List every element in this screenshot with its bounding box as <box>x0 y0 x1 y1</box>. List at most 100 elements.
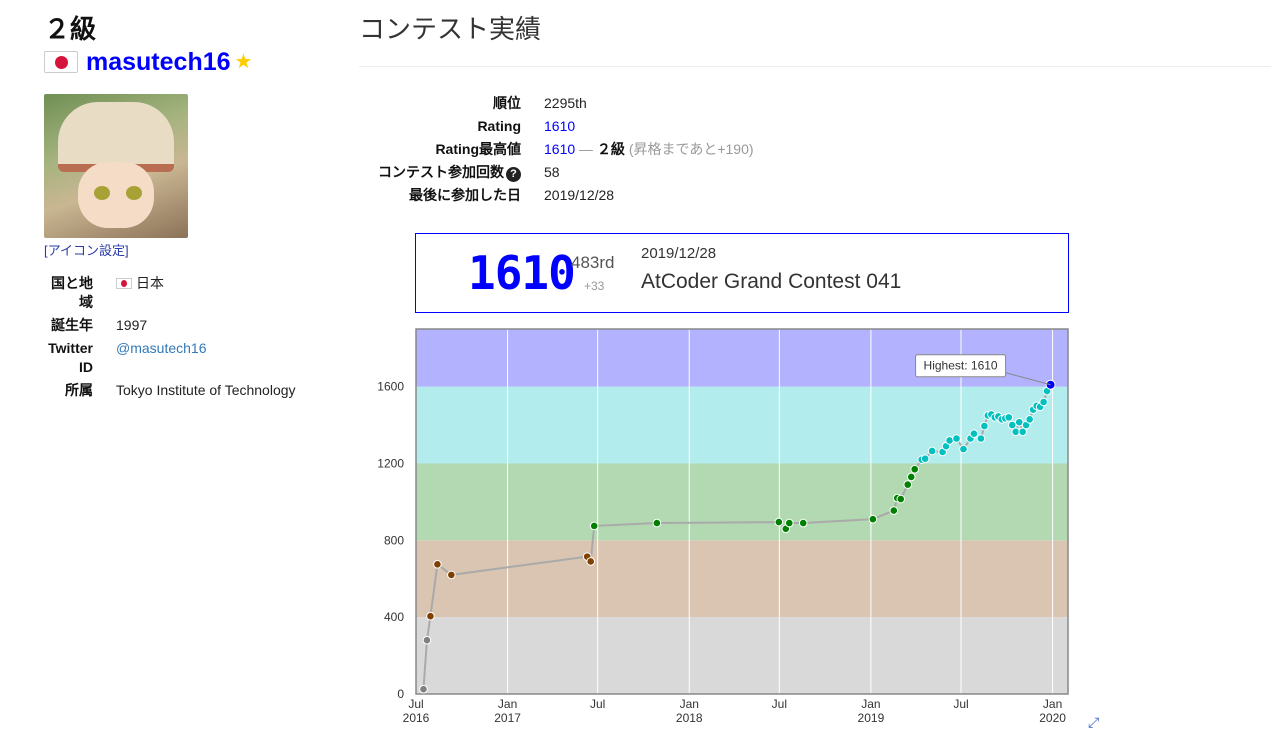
contest-place: 483rd <box>571 253 615 272</box>
user-row: masutech16 ★ <box>44 46 344 78</box>
rating-point <box>1011 427 1021 437</box>
x-tick-label: Jul <box>953 697 968 711</box>
rating-point <box>784 518 794 528</box>
rating-value: 1610 <box>544 118 576 134</box>
stats-row-rank: 順位 2295th <box>359 92 754 115</box>
y-tick-label: 1600 <box>377 380 404 394</box>
rating-point <box>652 518 662 528</box>
info-row-twitter: Twitter ID @masutech16 <box>44 337 306 379</box>
highest-label: Rating最高値 <box>435 141 521 157</box>
rating-point <box>798 518 808 528</box>
highest-separator: — <box>579 141 594 157</box>
x-tick-label: Jan <box>861 697 880 711</box>
x-tick-label: Jan <box>680 697 699 711</box>
x-tick-year: 2018 <box>676 711 703 725</box>
stats-row-highest: Rating最高値 1610 — ２級 (昇格まであと+190) <box>359 138 754 161</box>
rating-point <box>889 506 899 515</box>
stats-row-rating: Rating 1610 <box>359 115 754 138</box>
y-tick-label: 0 <box>397 687 404 701</box>
birth-year-label: 誕生年 <box>51 317 93 333</box>
rating-point <box>910 464 920 474</box>
contest-name[interactable]: AtCoder Grand Contest 041 <box>641 270 902 293</box>
rating-point <box>1004 413 1014 422</box>
info-row-affiliation: 所属 Tokyo Institute of Technology <box>44 379 306 402</box>
rating-label: Rating <box>477 118 521 134</box>
last-contest-card: 1610 483rd +33 2019/12/28 AtCoder Grand … <box>415 233 1069 313</box>
rating-point <box>1018 427 1028 437</box>
rating-point <box>422 635 432 645</box>
highest-label: Highest: 1610 <box>924 359 998 373</box>
twitter-link[interactable]: @masutech16 <box>116 340 207 356</box>
rating-point <box>868 514 878 524</box>
y-tick-label: 800 <box>384 533 404 547</box>
profile-info-table: 国と地域 日本 誕生年 1997 Twitter ID @masutech16 … <box>44 272 306 402</box>
rating-point <box>896 494 906 504</box>
kyu-rank: ２級 <box>44 14 97 44</box>
x-tick-label: Jul <box>408 697 423 711</box>
rating-band <box>416 540 1068 618</box>
country-value[interactable]: 日本 <box>136 275 164 291</box>
star-icon: ★ <box>234 51 253 73</box>
rating-point <box>586 557 595 566</box>
contest-rating: 1610 <box>468 246 576 300</box>
x-tick-label: Jul <box>590 697 605 711</box>
contest-section: コンテスト実績 順位 2295th Rating 1610 Rating最高値 … <box>359 0 1271 203</box>
rating-band <box>416 463 1068 541</box>
rating-point <box>945 436 954 445</box>
x-tick-year: 2016 <box>403 711 430 725</box>
last-contest-value: 2019/12/28 <box>544 187 615 203</box>
rating-point <box>426 611 435 621</box>
icon-setting-link[interactable]: [アイコン設定] <box>44 243 129 258</box>
country-label: 国と地域 <box>51 275 93 310</box>
highest-kyu: ２級 <box>596 141 625 157</box>
rating-point <box>1025 414 1034 424</box>
affiliation-label: 所属 <box>65 382 93 398</box>
info-row-birth-year: 誕生年 1997 <box>44 314 306 337</box>
rating-point <box>976 434 986 443</box>
rating-point <box>906 472 916 482</box>
x-tick-label: Jan <box>1043 697 1062 711</box>
rating-point <box>1039 397 1048 407</box>
y-tick-label: 400 <box>384 610 404 624</box>
twitter-label: Twitter ID <box>48 340 93 375</box>
japan-flag-icon <box>44 51 78 73</box>
highest-value: 1610 <box>544 141 576 157</box>
x-tick-label: Jul <box>772 697 787 711</box>
stats-row-count: コンテスト参加回数? 58 <box>359 161 754 184</box>
stats-row-last: 最後に参加した日 2019/12/28 <box>359 184 754 207</box>
info-row-country: 国と地域 日本 <box>44 272 306 314</box>
rating-point <box>903 480 913 489</box>
last-contest-label: 最後に参加した日 <box>409 187 521 203</box>
rating-point <box>959 444 968 454</box>
x-tick-year: 2017 <box>494 711 521 725</box>
expand-icon[interactable]: ⤢ <box>1088 714 1100 730</box>
birth-year-value: 1997 <box>116 317 148 333</box>
affiliation-value: Tokyo Institute of Technology <box>116 382 296 398</box>
rating-point <box>433 560 442 569</box>
rating-point <box>969 429 979 438</box>
highest-connector <box>1005 372 1051 386</box>
highest-tooltip <box>915 354 1007 378</box>
promotion-note: (昇格まであと+190) <box>628 141 754 157</box>
rating-point <box>419 684 428 694</box>
x-tick-label: Jan <box>498 697 517 711</box>
contest-count-value: 58 <box>544 164 560 180</box>
rating-point <box>952 434 961 443</box>
japan-flag-icon <box>116 278 132 289</box>
rating-band <box>416 386 1068 464</box>
chart-frame <box>415 328 1069 695</box>
rating-point <box>774 517 784 527</box>
username-link[interactable]: masutech16 <box>86 48 231 76</box>
contest-date: 2019/12/28 <box>641 245 717 262</box>
rating-band <box>416 617 1068 694</box>
rating-point <box>927 446 937 456</box>
contest-count-label: コンテスト参加回数 <box>378 164 504 180</box>
profile-panel: ２級 masutech16 ★ [アイコン設定] 国と地域 日本 誕生年 199… <box>44 12 344 402</box>
question-circle-icon[interactable]: ? <box>506 167 521 182</box>
rating-point <box>1014 417 1024 427</box>
contest-rating-diff: +33 <box>584 279 605 293</box>
rating-point <box>447 570 456 580</box>
x-tick-year: 2020 <box>1039 711 1066 725</box>
rating-point <box>920 454 930 463</box>
